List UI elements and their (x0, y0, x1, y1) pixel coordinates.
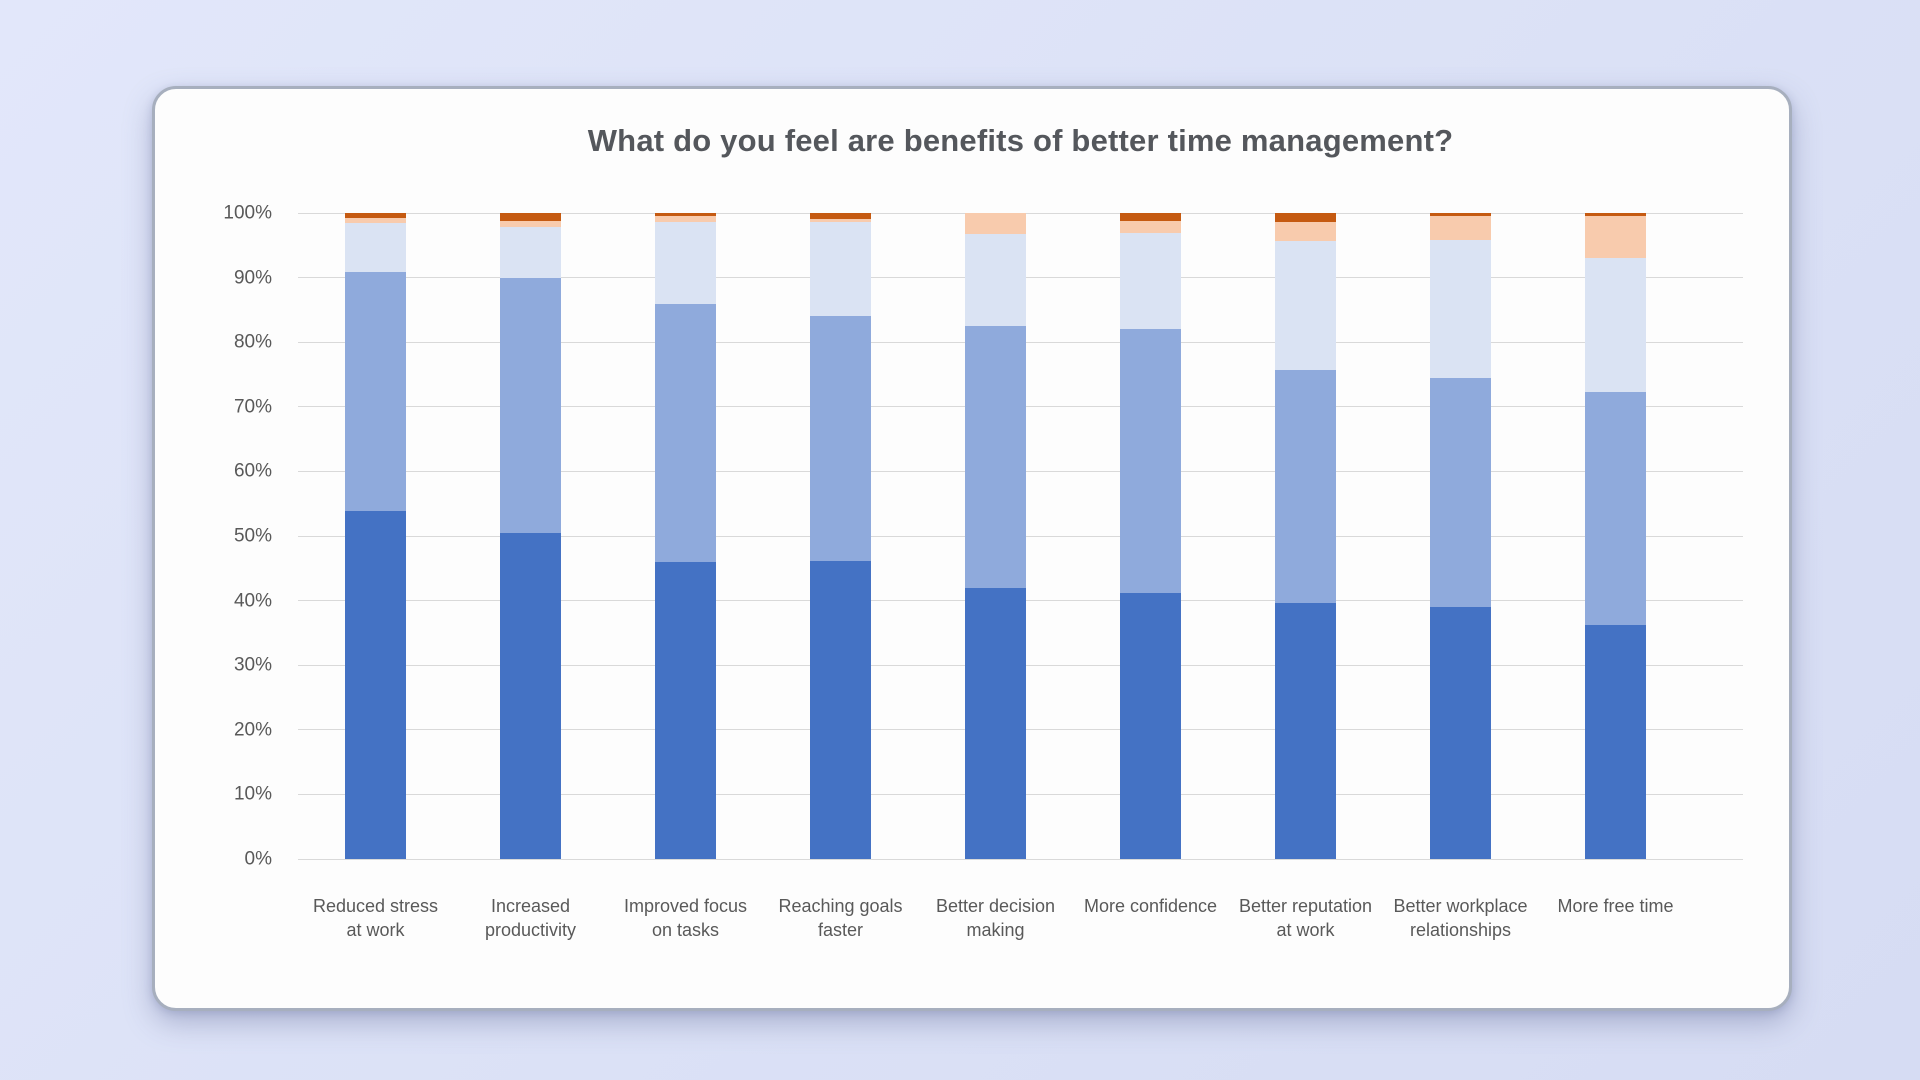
bar-segment-light-orange (1120, 221, 1181, 234)
x-axis-category-label: Reduced stress at work (312, 896, 439, 940)
stacked-bar (1120, 213, 1181, 859)
stacked-bar (345, 213, 406, 859)
x-axis-category-label: Improved focus on tasks (623, 896, 748, 940)
bar-segment-light-orange (1585, 215, 1646, 258)
y-axis-tick-label: 90% (233, 267, 272, 289)
y-axis-tick-label: 20% (233, 719, 272, 741)
bar-segment-pale-blue (1120, 233, 1181, 330)
gridline (298, 858, 1743, 860)
bar-segment-dark-orange (345, 213, 406, 218)
x-axis-category-label: More confidence (1083, 896, 1218, 916)
bar-segment-medium-blue (500, 278, 561, 534)
stacked-bar (810, 213, 871, 859)
bar-segment-light-orange (1430, 216, 1491, 241)
stacked-bar (1275, 213, 1336, 859)
bar-slot (1228, 213, 1383, 859)
chart-title: What do you feel are benefits of better … (587, 123, 1454, 158)
bar-segment-dark-blue (810, 561, 871, 859)
bar-segment-dark-orange (1585, 213, 1646, 216)
bar-segment-pale-blue (810, 222, 871, 316)
stacked-bar-chart: 0% 10% 20% 30% 40% 50% 60% 70% 80% 90% 100% Reduce… (223, 204, 1743, 940)
bar-segment-medium-blue (810, 315, 871, 562)
bar-segment-dark-orange (810, 213, 871, 219)
bar-segment-dark-blue (1585, 625, 1646, 859)
bar-slot (1073, 213, 1228, 859)
bar-segment-pale-blue (1585, 257, 1646, 392)
stacked-bar (500, 213, 561, 859)
x-axis-category-label: Better reputation at work (1238, 896, 1373, 940)
bar-slot (1383, 213, 1538, 859)
y-axis-tick-label: 100% (223, 202, 272, 224)
bar-segment-medium-blue (1120, 329, 1181, 593)
bar-segment-dark-blue (500, 533, 561, 859)
bar-segment-dark-orange (1430, 213, 1491, 217)
bar-segment-medium-blue (965, 326, 1026, 589)
bar-segment-medium-blue (1275, 369, 1336, 603)
bar-segment-dark-orange (1120, 213, 1181, 222)
x-axis-labels: Reduced stress at work Increased producti… (298, 895, 1693, 943)
bar-slot (1538, 213, 1693, 859)
bar-slot (453, 213, 608, 859)
bar-segment-dark-blue (965, 588, 1026, 859)
chart-card: What do you feel are benefits of better … (152, 86, 1792, 1011)
bar-segment-medium-blue (1585, 391, 1646, 626)
bar-slot (298, 213, 453, 859)
bar-segment-pale-blue (345, 222, 406, 273)
stacked-bar (965, 213, 1026, 859)
bar-slot (918, 213, 1073, 859)
bar-segment-medium-blue (1430, 378, 1491, 608)
bar-segment-dark-blue (345, 511, 406, 859)
bar-segment-pale-blue (500, 227, 561, 279)
x-axis-category-label: Better decision making (935, 896, 1056, 940)
bar-segment-dark-orange (655, 213, 716, 216)
y-axis-tick-label: 50% (233, 525, 272, 547)
bar-segment-pale-blue (965, 233, 1026, 327)
bar-segment-pale-blue (655, 222, 716, 305)
bar-segment-medium-blue (655, 304, 716, 563)
bar-segment-dark-blue (1120, 592, 1181, 859)
stacked-bar (1585, 213, 1646, 859)
y-axis-tick-label: 80% (233, 331, 272, 353)
bar-segment-medium-blue (345, 272, 406, 512)
stacked-bar (655, 213, 716, 859)
y-axis-tick-label: 30% (233, 654, 272, 676)
y-axis-tick-label: 0% (244, 848, 272, 870)
x-axis-category-label: Increased productivity (484, 896, 577, 940)
bars-container (298, 213, 1693, 859)
bar-segment-dark-orange (1275, 213, 1336, 223)
bar-segment-light-orange (810, 218, 871, 223)
bar-segment-light-orange (345, 217, 406, 223)
y-axis-tick-label: 60% (233, 460, 272, 482)
x-axis-category-label: Better workplace relationships (1393, 896, 1528, 940)
bar-segment-light-orange (500, 220, 561, 228)
bar-segment-dark-orange (500, 213, 561, 221)
stacked-bar (1430, 213, 1491, 859)
plot-area: 0% 10% 20% 30% 40% 50% 60% 70% 80% 90% 100% (223, 204, 1743, 869)
bar-segment-dark-blue (1275, 602, 1336, 859)
y-axis-tick-label: 40% (233, 590, 272, 612)
bar-segment-light-orange (1275, 222, 1336, 242)
x-axis-category-label: More free time (1557, 896, 1674, 916)
bar-slot (608, 213, 763, 859)
bar-segment-light-orange (655, 215, 716, 223)
bar-segment-dark-blue (655, 562, 716, 859)
bar-segment-dark-blue (1430, 607, 1491, 859)
y-axis-tick-label: 10% (233, 783, 272, 805)
bar-slot (763, 213, 918, 859)
y-axis-tick-label: 70% (233, 396, 272, 418)
bar-segment-light-orange (965, 213, 1026, 234)
x-axis-category-label: Reaching goals faster (778, 896, 903, 940)
bar-segment-pale-blue (1275, 241, 1336, 370)
bar-segment-pale-blue (1430, 240, 1491, 379)
